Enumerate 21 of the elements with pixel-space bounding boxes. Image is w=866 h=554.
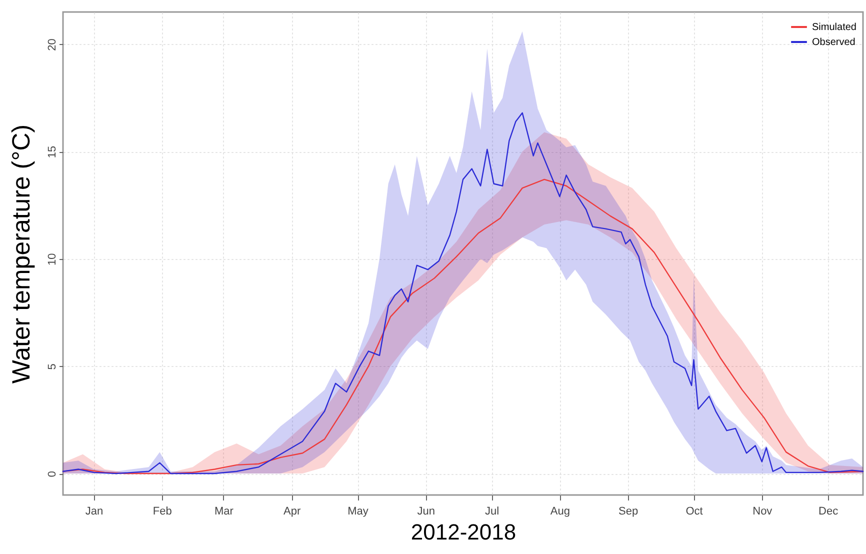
x-tick-label: Feb [152, 506, 172, 518]
y-tick-label: 5 [46, 364, 58, 370]
x-tick-label: Jun [417, 506, 436, 518]
x-tick-label: Sep [618, 506, 638, 518]
y-tick-label: 0 [46, 470, 58, 478]
legend-label: Observed [812, 37, 856, 48]
x-tick-label: May [348, 506, 369, 518]
y-tick-label: 10 [46, 253, 58, 266]
x-tick-label: Mar [214, 506, 234, 518]
legend-label: Simulated [812, 22, 856, 33]
x-tick-label: Aug [550, 506, 570, 518]
x-tick-label: Jan [85, 506, 104, 518]
y-tick-label: 20 [46, 38, 58, 51]
x-tick-label: Apr [284, 506, 301, 518]
x-axis-title: 2012-2018 [410, 520, 516, 544]
x-tick-label: Oct [686, 506, 703, 518]
y-tick-label: 15 [46, 146, 58, 158]
x-tick-label: Nov [752, 506, 773, 518]
y-axis-title: Water temperature (°C) [8, 124, 36, 384]
x-tick-label: Jul [485, 506, 500, 518]
x-tick-label: Dec [818, 506, 839, 518]
